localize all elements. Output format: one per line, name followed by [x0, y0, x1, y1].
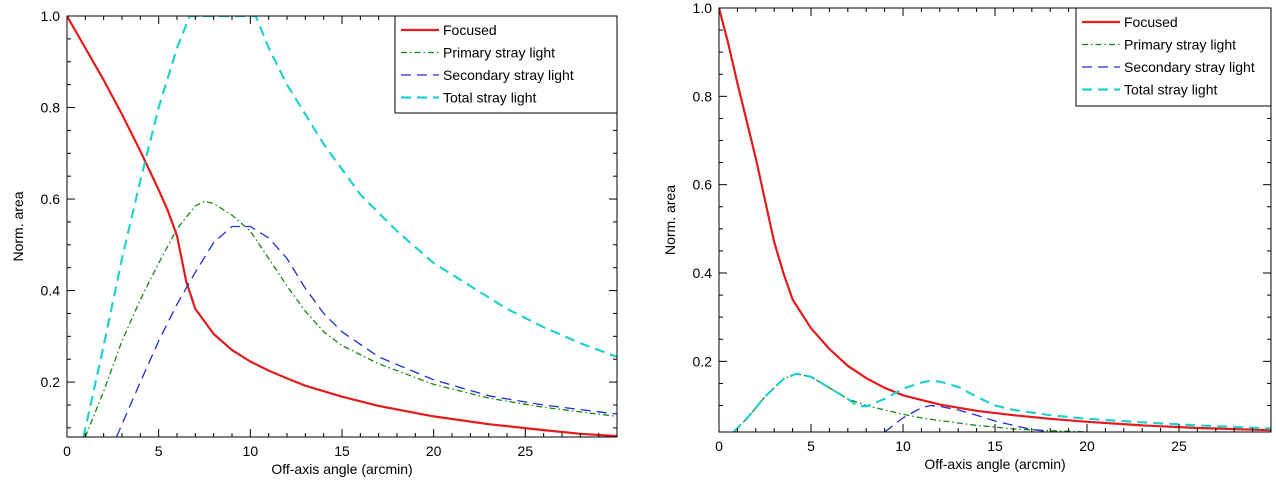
- y-tick-label: 0.2: [41, 374, 61, 390]
- x-tick-label: 20: [426, 443, 442, 459]
- y-tick-label: 1.0: [693, 0, 713, 16]
- legend-label: Total stray light: [1124, 82, 1217, 98]
- x-axis-label: Off-axis angle (arcmin): [924, 456, 1065, 472]
- y-tick-label: 0.4: [41, 283, 61, 299]
- legend: Focused Primary stray light Secondary stra…: [1076, 8, 1271, 106]
- chart-2: 0 5 10 15 20 25 0.2 0.4 0.6 0.8 1.0 Off-axis angle …: [662, 0, 1271, 472]
- x-tick-label: 0: [63, 443, 71, 459]
- x-tick-label: 5: [155, 443, 163, 459]
- y-tick-label: 0.8: [41, 100, 61, 116]
- series-line-secondary-stray-light: [117, 227, 618, 438]
- x-tick-label: 5: [807, 438, 815, 454]
- x-tick-label: 15: [987, 438, 1003, 454]
- legend-label: Focused: [443, 22, 497, 38]
- series-line-total-stray-light: [734, 374, 1271, 432]
- chart-1: 0 5 10 15 20 25 0.2 0.4 0.6 0.8 1.0 Off-axis angle …: [10, 8, 617, 477]
- y-axis-label: Norm. area: [10, 191, 26, 261]
- x-tick-label: 25: [518, 443, 534, 459]
- x-tick-label: 10: [243, 443, 259, 459]
- y-tick-label: 0.8: [693, 88, 713, 104]
- x-axis-label: Off-axis angle (arcmin): [271, 461, 412, 477]
- legend: Focused Primary stray light Secondary stra…: [395, 16, 617, 113]
- legend-label: Total stray light: [443, 90, 536, 106]
- x-tick-label: 15: [334, 443, 350, 459]
- legend-label: Focused: [1124, 14, 1178, 30]
- x-tick-label: 25: [1171, 438, 1187, 454]
- legend-label: Primary stray light: [443, 45, 555, 61]
- legend-label: Secondary stray light: [1124, 59, 1255, 75]
- y-axis-label: Norm. area: [662, 185, 678, 255]
- legend-label: Primary stray light: [1124, 37, 1236, 53]
- series-line-primary-stray-light: [85, 201, 617, 437]
- x-tick-label: 20: [1079, 438, 1095, 454]
- y-tick-label: 0.6: [41, 191, 61, 207]
- y-tick-label: 0.2: [693, 353, 713, 369]
- y-tick-label: 0.4: [693, 265, 713, 281]
- y-tick-label: 0.6: [693, 177, 713, 193]
- legend-label: Secondary stray light: [443, 67, 574, 83]
- series-line-primary-stray-light: [734, 374, 1087, 432]
- y-tick-label: 1.0: [41, 8, 61, 24]
- x-tick-label: 10: [895, 438, 911, 454]
- x-tick-label: 0: [715, 438, 723, 454]
